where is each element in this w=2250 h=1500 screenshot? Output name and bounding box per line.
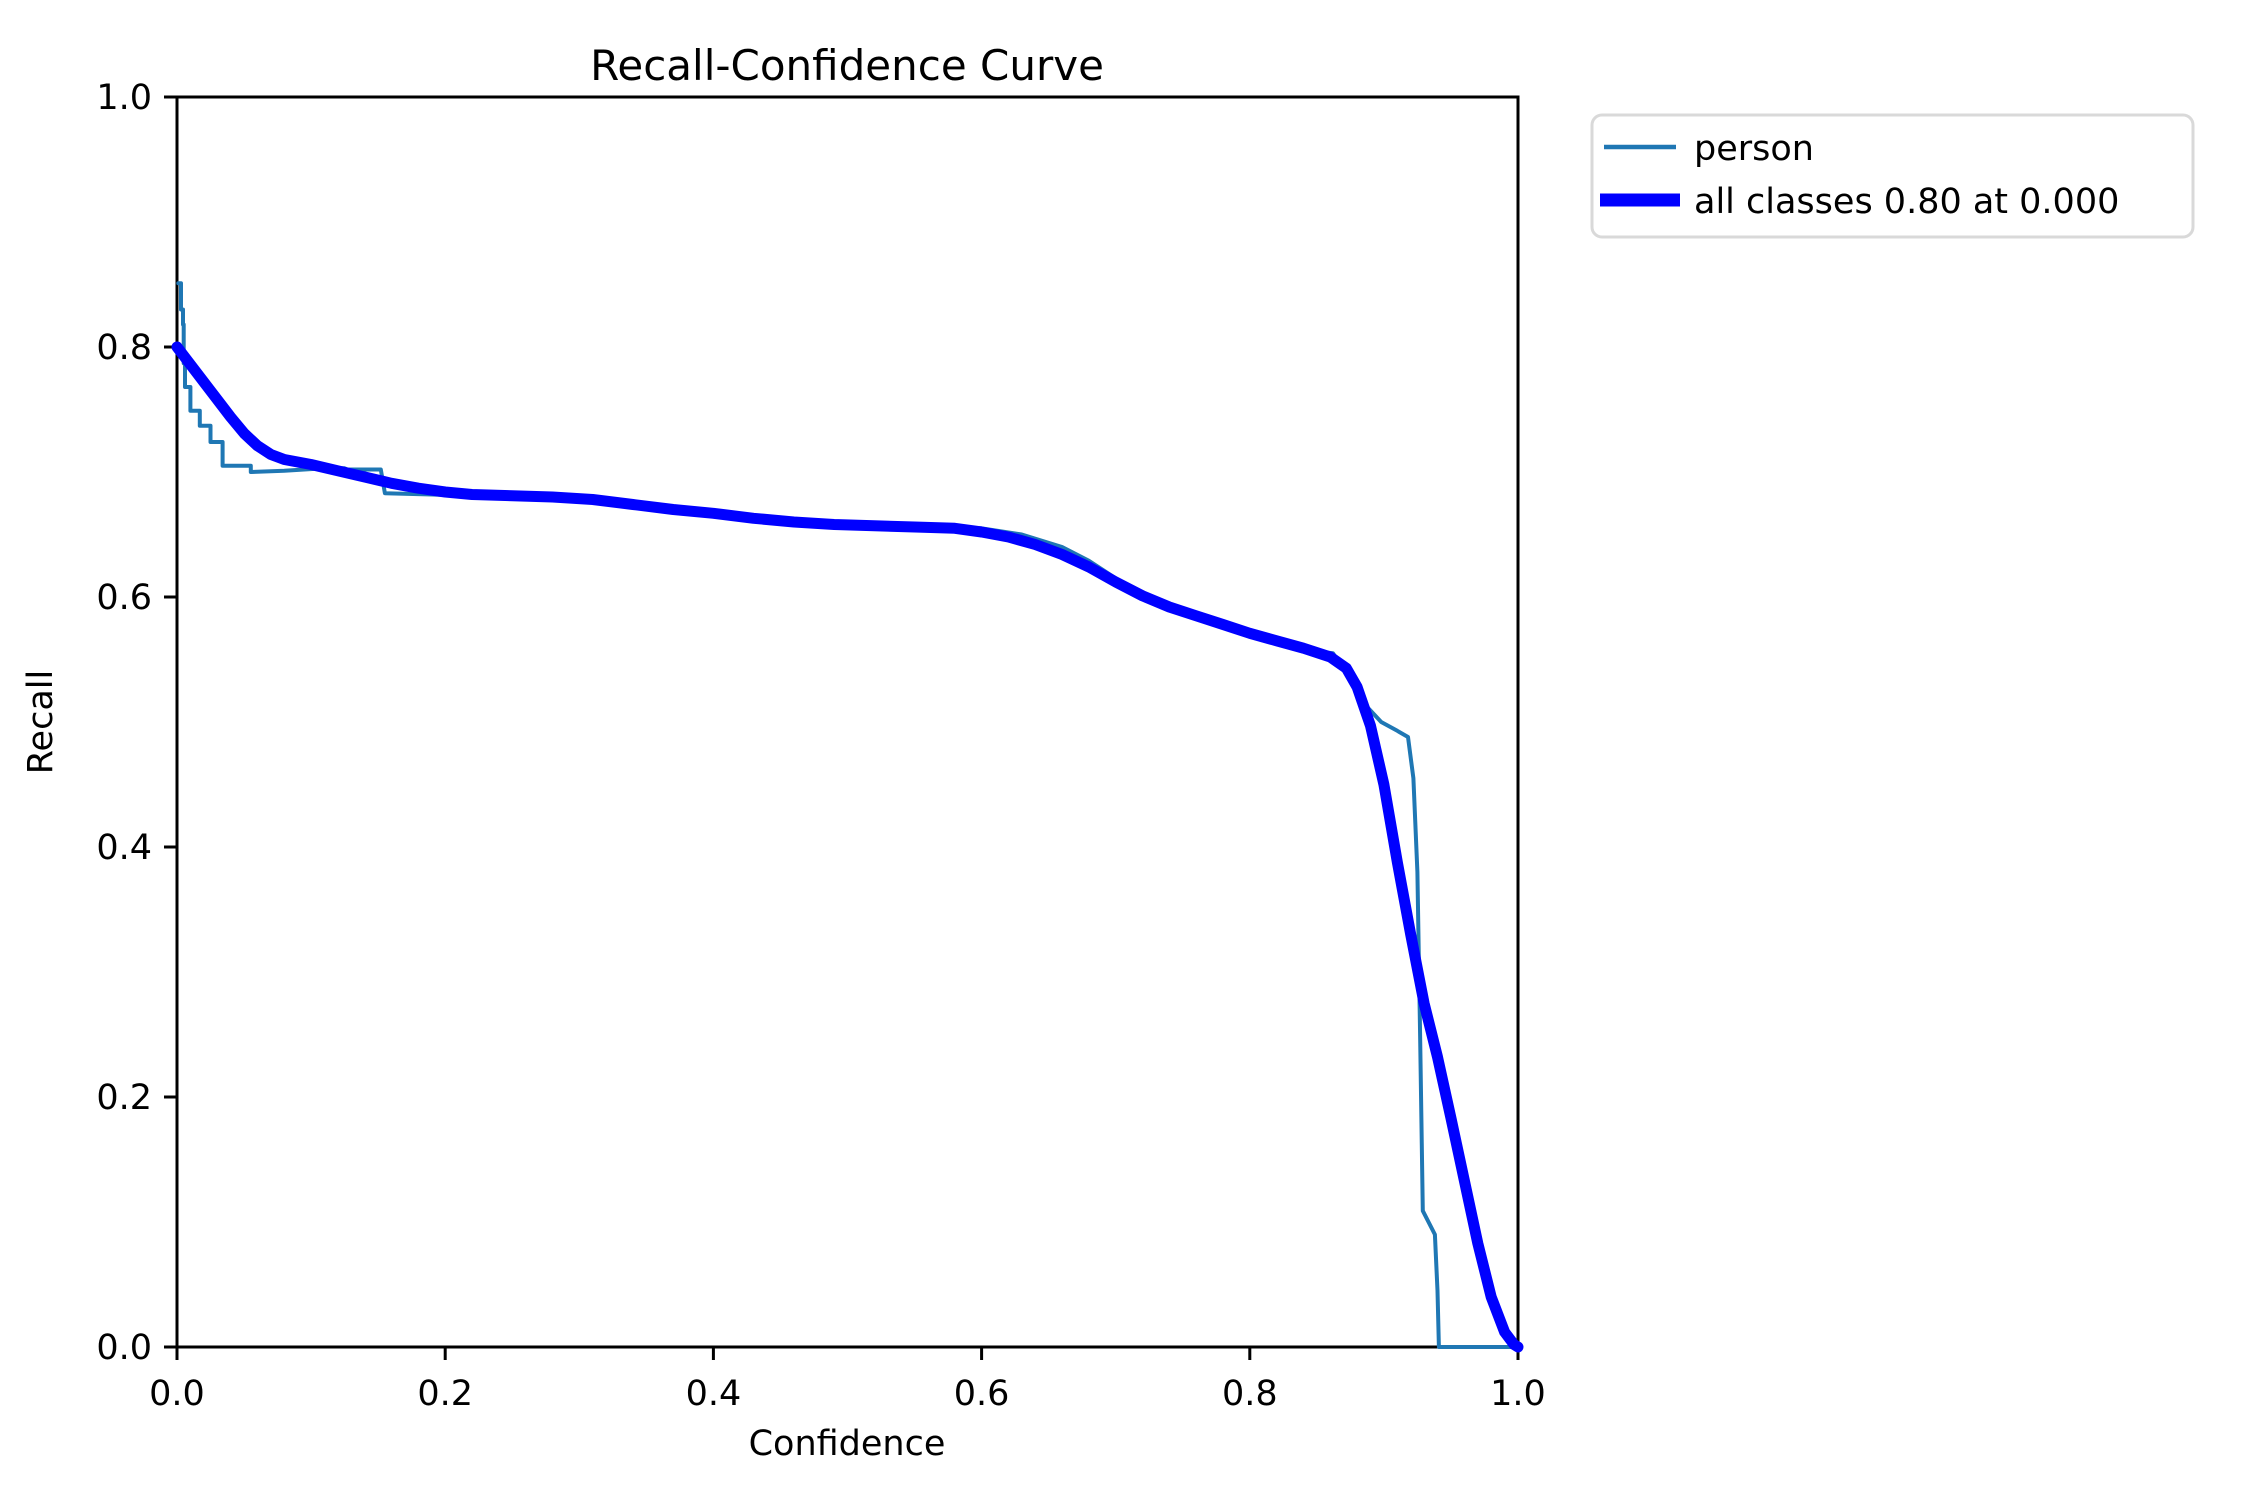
legend-label-person: person [1694,129,1814,169]
x-tick-label: 0.2 [417,1374,473,1414]
x-tick-label: 1.0 [1490,1374,1546,1414]
plot-curves [171,281,1524,1353]
y-tick-label: 0.2 [96,1078,152,1118]
legend-box [1590,113,2195,239]
person-curve [176,281,1520,1349]
y-axis-label: Recall [21,670,61,774]
x-tick-label: 0.0 [149,1374,205,1414]
y-tick-label: 0.6 [96,578,152,618]
x-tick-label: 0.4 [686,1374,742,1414]
y-tick-label: 0.0 [96,1328,152,1368]
plot-frame [175,95,1520,1349]
x-axis-ticks: 0.0 0.2 0.4 0.6 0.8 1.0 [149,1347,1546,1414]
y-tick-label: 0.8 [96,328,152,368]
chart-title: Recall-Confidence Curve [590,41,1104,90]
legend-entry-all-classes: all classes 0.80 at 0.000 [1600,182,2119,222]
legend-label-all-classes: all classes 0.80 at 0.000 [1694,182,2119,222]
y-axis-ticks: 0.0 0.2 0.4 0.6 0.8 1.0 [96,78,177,1368]
x-axis-label: Confidence [749,1424,946,1464]
y-tick-label: 0.4 [96,828,152,868]
all-classes-curve [171,341,1524,1353]
y-tick-label: 1.0 [96,78,152,118]
x-tick-label: 0.6 [954,1374,1010,1414]
legend: person all classes 0.80 at 0.000 [1590,113,2195,239]
legend-entry-person: person [1604,129,1814,169]
x-tick-label: 0.8 [1222,1374,1278,1414]
